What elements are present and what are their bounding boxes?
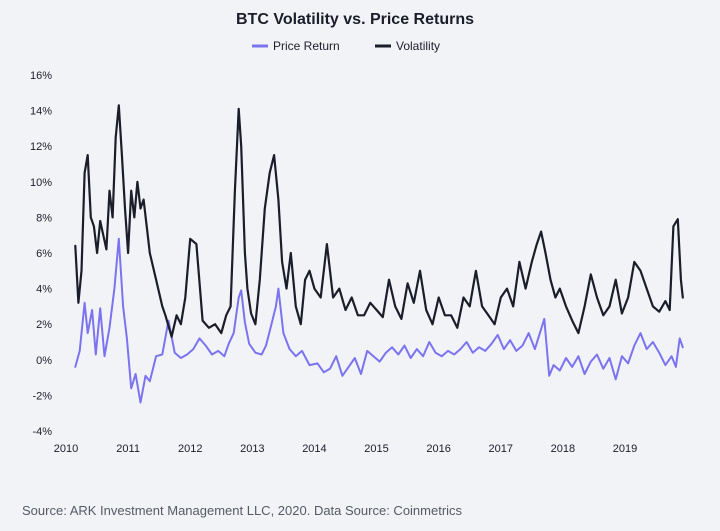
legend-label: Volatility: [396, 39, 440, 53]
y-tick-label: 12%: [30, 141, 52, 153]
x-tick-label: 2019: [613, 443, 637, 455]
y-tick-label: 6%: [36, 248, 52, 260]
chart-title: BTC Volatility vs. Price Returns: [236, 11, 474, 28]
legend-label: Price Return: [273, 39, 340, 53]
y-tick-label: -2%: [32, 390, 52, 402]
y-axis: -4% -2% 0% 2% 4% 6% 8% 10% 12% 14% 16%: [30, 70, 52, 438]
y-tick-label: 0%: [36, 355, 52, 367]
x-axis: 2010 2011 2012 2013 2014 2015 2016 2017 2018 2019: [54, 443, 637, 455]
x-tick-label: 2012: [178, 443, 202, 455]
x-tick-label: 2011: [116, 443, 140, 455]
x-tick-label: 2017: [489, 443, 513, 455]
y-tick-label: 8%: [36, 212, 52, 224]
y-tick-label: 4%: [36, 284, 52, 296]
series-line-volatility: [74, 104, 684, 338]
source-note: Source: ARK Investment Management LLC, 2…: [22, 503, 463, 518]
y-tick-label: 16%: [30, 70, 52, 82]
x-tick-label: 2013: [240, 443, 264, 455]
x-tick-label: 2010: [54, 443, 78, 455]
plot-area: [74, 104, 684, 404]
legend-item-price-return: Price Return: [252, 39, 340, 53]
y-tick-label: 2%: [36, 319, 52, 331]
y-tick-label: 10%: [30, 177, 52, 189]
y-tick-label: -4%: [32, 426, 52, 438]
y-tick-label: 14%: [30, 106, 52, 118]
x-tick-label: 2016: [426, 443, 450, 455]
x-tick-label: 2018: [551, 443, 575, 455]
x-tick-label: 2014: [302, 443, 326, 455]
chart-legend: Price Return Volatility: [252, 39, 440, 53]
series-line-price-return: [74, 237, 684, 404]
x-tick-label: 2015: [364, 443, 388, 455]
legend-item-volatility: Volatility: [375, 39, 440, 53]
